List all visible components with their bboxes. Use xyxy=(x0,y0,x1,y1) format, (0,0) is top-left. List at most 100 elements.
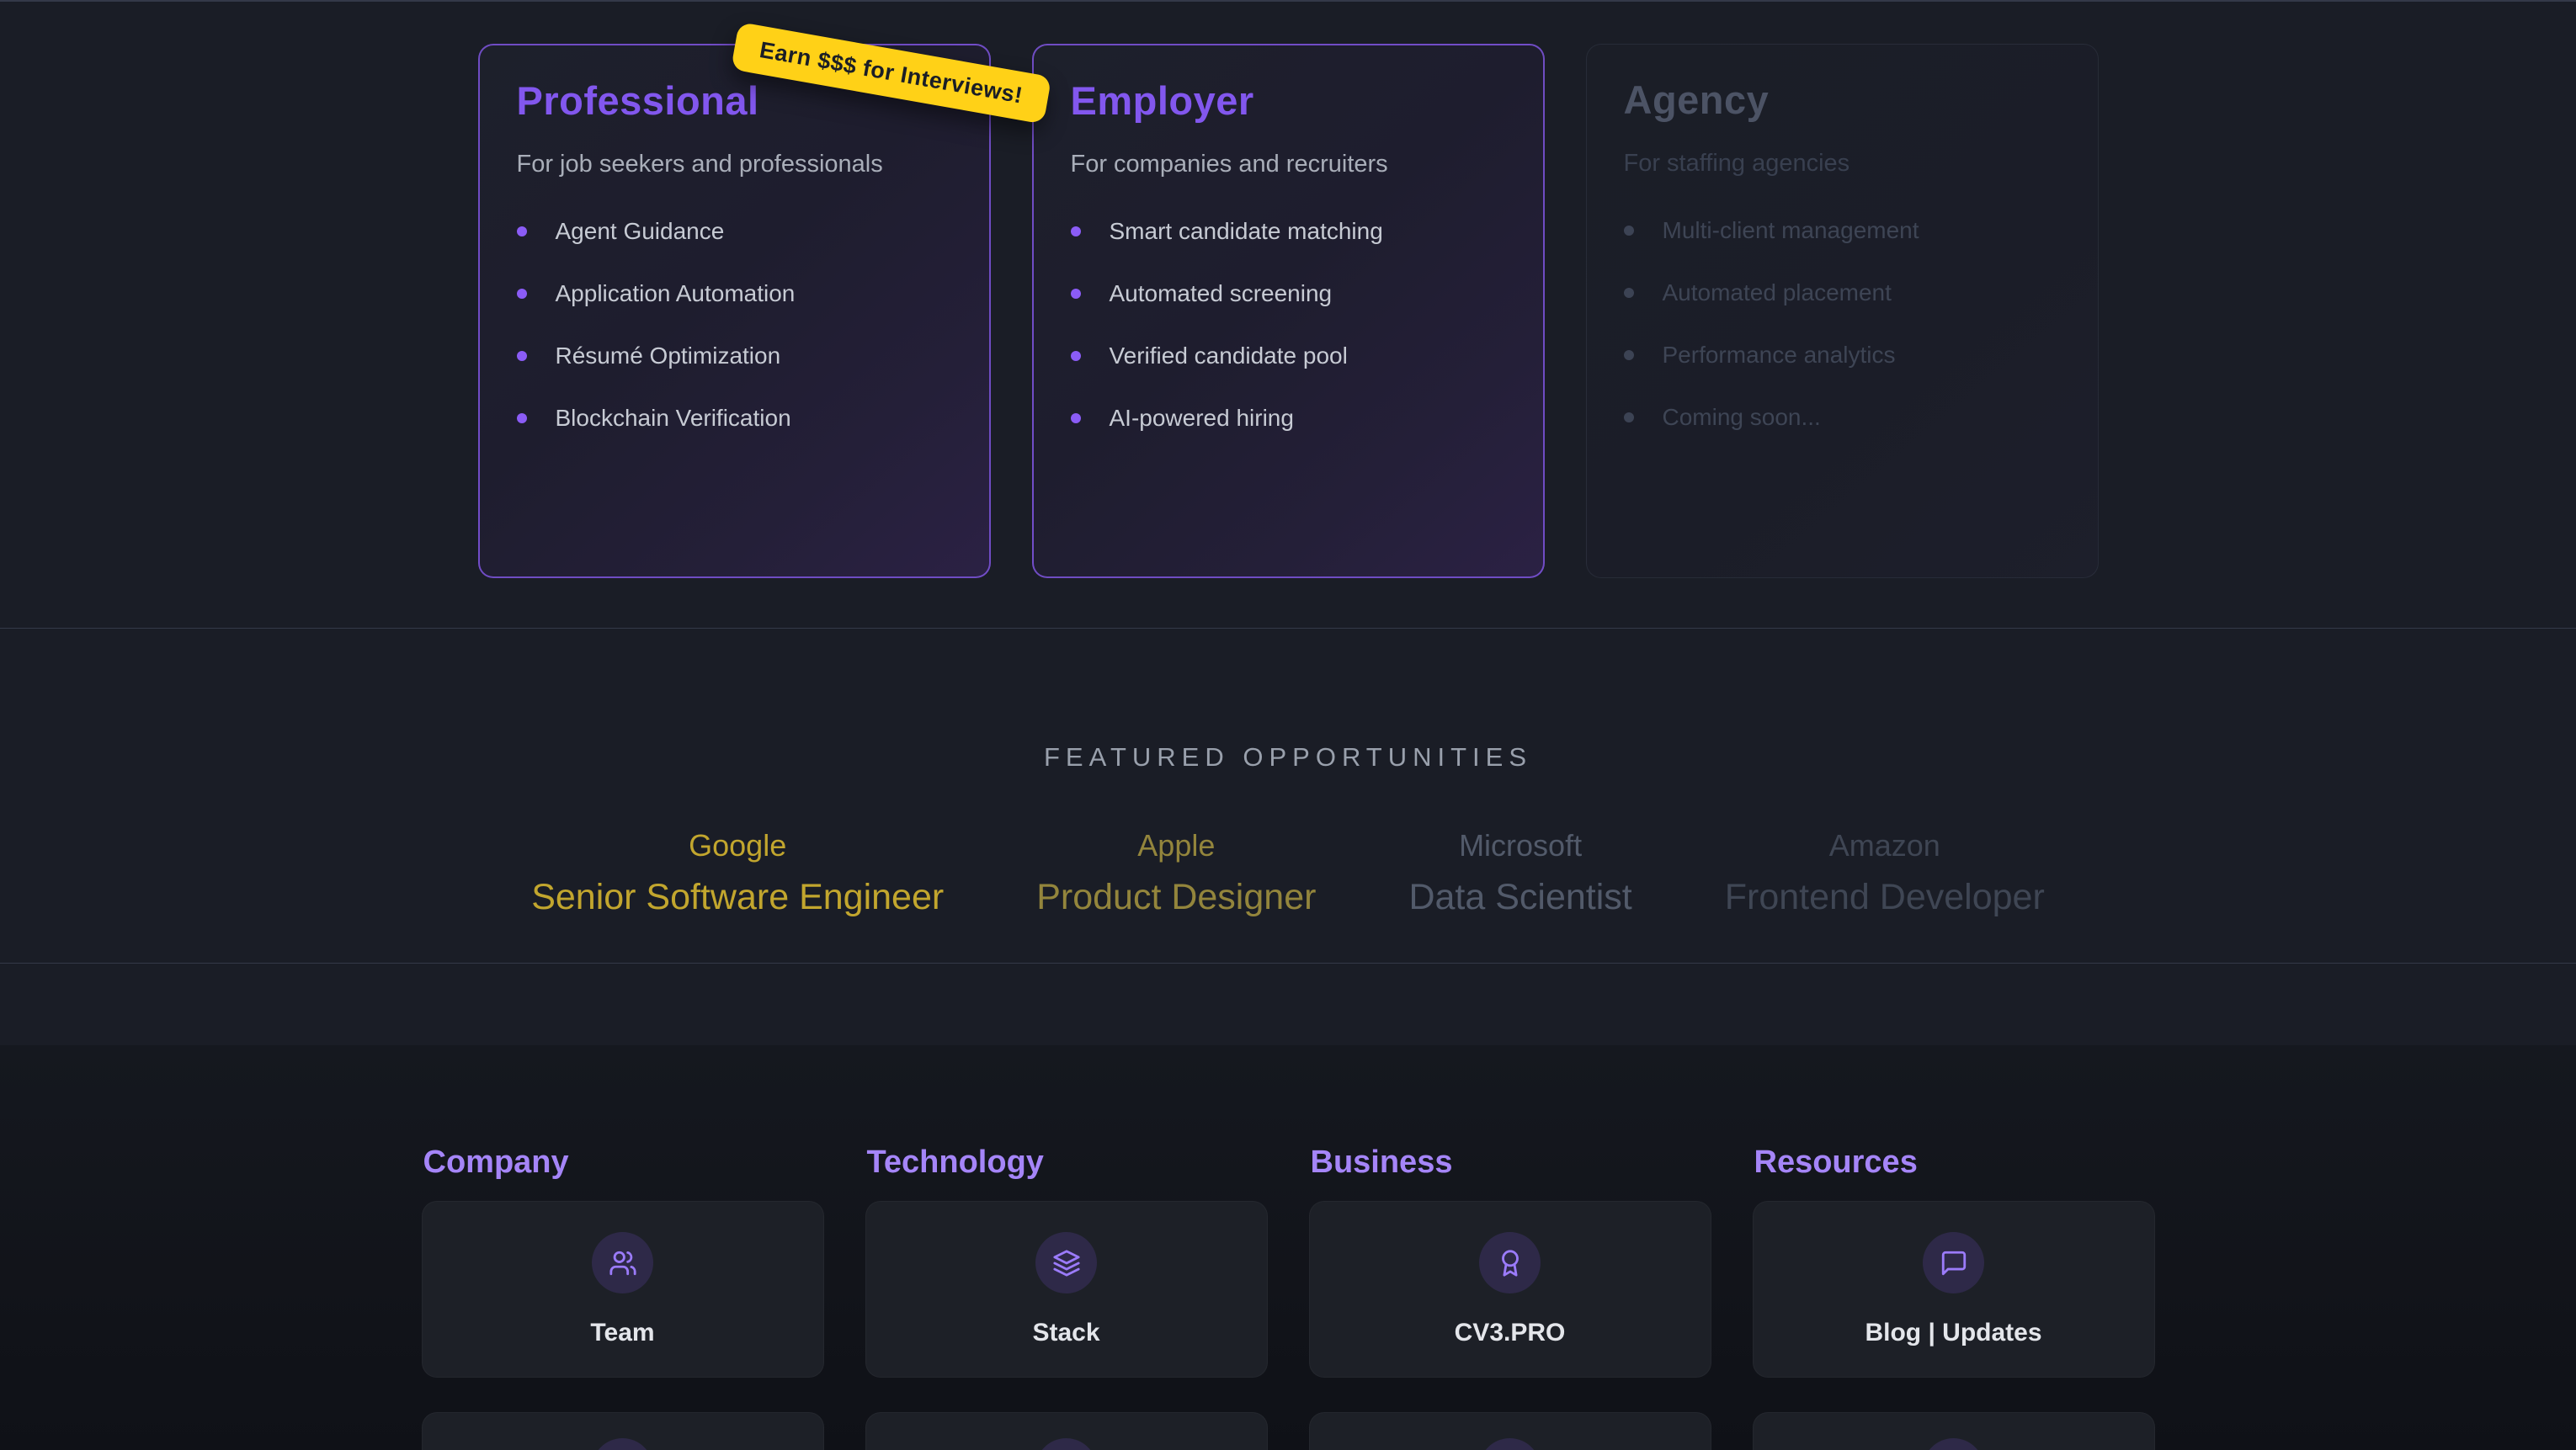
footer-card-blog-updates[interactable]: Blog | Updates xyxy=(1752,1201,2155,1378)
bullet-dot-icon xyxy=(1623,412,1634,422)
plan-feature: AI-powered hiring xyxy=(1070,404,1506,433)
footer-card-label: CV3.PRO xyxy=(1454,1319,1566,1346)
bullet-dot-icon xyxy=(516,226,527,236)
bullet-dot-icon xyxy=(1070,351,1081,361)
plan-subtitle: For job seekers and professionals xyxy=(516,151,883,178)
bullet-dot-icon xyxy=(1623,350,1634,360)
footer-card-partial[interactable] xyxy=(1752,1412,2155,1450)
icon-circle xyxy=(592,1232,653,1293)
featured-opportunities-section: FEATURED OPPORTUNITIES Google Senior Sof… xyxy=(0,629,2576,964)
plan-feature-label: AI-powered hiring xyxy=(1109,405,1294,431)
featured-row: Google Senior Software Engineer Apple Pr… xyxy=(0,828,2576,918)
featured-company: Microsoft xyxy=(1459,828,1583,863)
layers-icon xyxy=(1052,1249,1080,1277)
icon-circle xyxy=(1923,1232,1984,1293)
footer-column-heading: Resources xyxy=(1754,1145,1918,1180)
footer-column-heading: Technology xyxy=(866,1145,1044,1180)
featured-role: Frontend Developer xyxy=(1724,877,2045,917)
plan-feature-label: Automated screening xyxy=(1109,280,1333,306)
featured-item-amazon[interactable]: Amazon Frontend Developer xyxy=(1725,828,2045,918)
footer-card-label: Team xyxy=(590,1319,655,1346)
footer-card-partial[interactable] xyxy=(421,1412,824,1450)
featured-item-google[interactable]: Google Senior Software Engineer xyxy=(531,828,944,918)
featured-company: Amazon xyxy=(1828,828,1940,863)
footer-column-technology: Technology Stack xyxy=(865,1145,1268,1450)
plans-section: Earn $$$ for Interviews! Professional Fo… xyxy=(0,2,2576,629)
footer-card-label: Blog | Updates xyxy=(1865,1319,2042,1346)
users-icon xyxy=(609,1251,636,1275)
footer-card-partial[interactable] xyxy=(1308,1412,1711,1450)
featured-company: Google xyxy=(689,828,787,863)
plan-title: Agency xyxy=(1623,77,1770,122)
icon-circle xyxy=(1923,1438,1984,1450)
footer-column-business: Business CV3.PRO xyxy=(1308,1145,1711,1450)
plan-feature-label: Smart candidate matching xyxy=(1109,218,1383,244)
plan-feature: Automated screening xyxy=(1070,279,1506,308)
plan-feature: Verified candidate pool xyxy=(1070,342,1506,370)
plan-feature: Performance analytics xyxy=(1623,341,2061,369)
message-square-icon xyxy=(1941,1251,1966,1275)
featured-role: Product Designer xyxy=(1036,877,1317,917)
footer-column-resources: Resources Blog | Updates xyxy=(1752,1145,2155,1450)
bullet-dot-icon xyxy=(516,289,527,299)
bullet-dot-icon xyxy=(516,351,527,361)
icon-circle xyxy=(592,1438,653,1450)
plan-title: Professional xyxy=(516,78,759,123)
bullet-dot-icon xyxy=(1623,288,1634,298)
footer-grid: Company Team Technology Stack xyxy=(0,1145,2576,1450)
plan-subtitle: For staffing agencies xyxy=(1623,150,1850,177)
plans-row: Professional For job seekers and profess… xyxy=(0,2,2576,578)
featured-heading: FEATURED OPPORTUNITIES xyxy=(1043,742,1532,772)
plan-feature-label: Application Automation xyxy=(555,280,796,306)
plan-feature-list: Smart candidate matching Automated scree… xyxy=(1070,217,1506,433)
plan-feature: Smart candidate matching xyxy=(1070,217,1506,246)
featured-item-apple[interactable]: Apple Product Designer xyxy=(1036,828,1316,918)
bullet-dot-icon xyxy=(1070,226,1081,236)
featured-item-microsoft[interactable]: Microsoft Data Scientist xyxy=(1408,828,1631,918)
plan-feature-label: Blockchain Verification xyxy=(555,405,791,431)
footer-card-label: Stack xyxy=(1032,1319,1100,1346)
featured-role: Senior Software Engineer xyxy=(531,877,945,917)
footer-card-cv3pro[interactable]: CV3.PRO xyxy=(1308,1201,1711,1378)
footer-card-stack[interactable]: Stack xyxy=(865,1201,1268,1378)
plan-feature: Multi-client management xyxy=(1623,216,2061,245)
featured-role: Data Scientist xyxy=(1408,877,1632,917)
footer-column-heading: Company xyxy=(423,1145,569,1180)
plan-card-employer[interactable]: Employer For companies and recruiters Sm… xyxy=(1031,44,1545,578)
icon-circle xyxy=(1035,1438,1097,1450)
plan-feature: Agent Guidance xyxy=(516,217,952,246)
footer-column-heading: Business xyxy=(1310,1145,1453,1180)
section-spacer xyxy=(0,964,2576,1045)
plan-feature-label: Verified candidate pool xyxy=(1109,343,1348,369)
plan-feature-list: Multi-client management Automated placem… xyxy=(1623,216,2061,432)
icon-circle xyxy=(1035,1232,1097,1293)
bullet-dot-icon xyxy=(1623,226,1634,236)
plan-card-professional[interactable]: Professional For job seekers and profess… xyxy=(477,44,991,578)
plan-feature: Résumé Optimization xyxy=(516,342,952,370)
plan-feature-label: Résumé Optimization xyxy=(555,343,781,369)
featured-company: Apple xyxy=(1137,828,1216,863)
plan-feature-label: Multi-client management xyxy=(1662,217,1919,243)
plan-feature: Automated placement xyxy=(1623,279,2061,307)
plan-feature-list: Agent Guidance Application Automation Ré… xyxy=(516,217,952,433)
plan-feature: Blockchain Verification xyxy=(516,404,952,433)
icon-circle xyxy=(1479,1232,1541,1293)
bullet-dot-icon xyxy=(1070,289,1081,299)
plan-feature-label: Agent Guidance xyxy=(555,218,725,244)
plan-feature-label: Performance analytics xyxy=(1662,342,1896,368)
bullet-dot-icon xyxy=(1070,413,1081,423)
footer-card-team[interactable]: Team xyxy=(421,1201,824,1378)
footer-card-partial[interactable] xyxy=(865,1412,1268,1450)
plan-card-agency[interactable]: Agency For staffing agencies Multi-clien… xyxy=(1585,44,2099,578)
plan-subtitle: For companies and recruiters xyxy=(1070,151,1388,178)
icon-circle xyxy=(1479,1438,1541,1450)
plan-feature-label: Automated placement xyxy=(1662,279,1892,305)
plan-feature-label: Coming soon... xyxy=(1662,404,1821,430)
plan-feature: Application Automation xyxy=(516,279,952,308)
award-icon xyxy=(1501,1249,1519,1277)
plan-feature: Coming soon... xyxy=(1623,403,2061,432)
footer-column-company: Company Team xyxy=(421,1145,824,1450)
footer: Company Team Technology Stack xyxy=(0,1045,2576,1450)
plan-title: Employer xyxy=(1070,78,1254,123)
